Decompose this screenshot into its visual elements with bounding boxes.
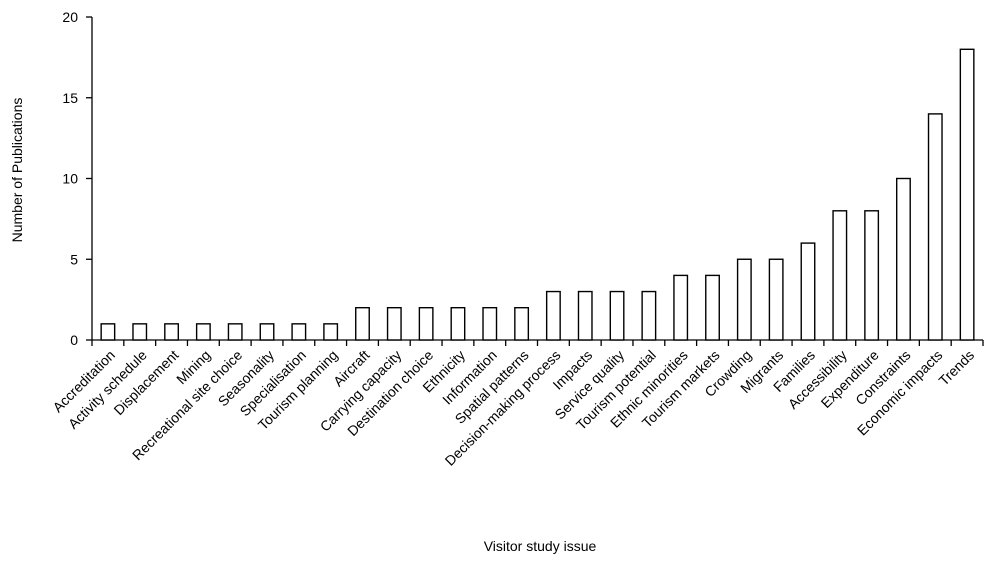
- bar: [545, 290, 561, 341]
- bar: [673, 274, 689, 341]
- y-tick-label: 10: [62, 171, 78, 187]
- bar: [291, 323, 307, 341]
- bar: [195, 323, 211, 341]
- bars: [100, 48, 975, 341]
- bar: [100, 323, 116, 341]
- bar: [864, 210, 880, 341]
- bar: [355, 307, 370, 341]
- bar: [259, 323, 275, 341]
- bar: [609, 290, 625, 341]
- bar: [482, 307, 498, 341]
- bar: [800, 242, 816, 341]
- bar: [323, 323, 339, 341]
- y-tick-label: 0: [70, 332, 78, 348]
- y-tick-label: 20: [62, 9, 78, 25]
- x-axis-title: Visitor study issue: [484, 538, 597, 554]
- y-axis: 0 5 10 15 20: [62, 9, 93, 348]
- bar: [418, 307, 434, 341]
- bar: [895, 177, 911, 341]
- bar: [641, 290, 657, 341]
- bar: [164, 323, 180, 341]
- y-tick-label: 5: [70, 251, 78, 267]
- bar: [227, 323, 243, 341]
- bar: [450, 307, 466, 341]
- bar: [705, 274, 720, 341]
- bar: [959, 48, 975, 341]
- bar: [386, 307, 402, 341]
- bar: [132, 323, 148, 341]
- y-axis-title: Number of Publications: [9, 98, 25, 243]
- bar: [832, 210, 848, 341]
- bar: [577, 290, 593, 341]
- x-tick-label: Trends: [935, 347, 977, 389]
- x-axis: [91, 339, 984, 346]
- y-tick-label: 15: [62, 90, 78, 106]
- bar: [514, 307, 530, 341]
- bar: [736, 258, 752, 341]
- bar: [927, 113, 943, 341]
- bar: [768, 258, 784, 341]
